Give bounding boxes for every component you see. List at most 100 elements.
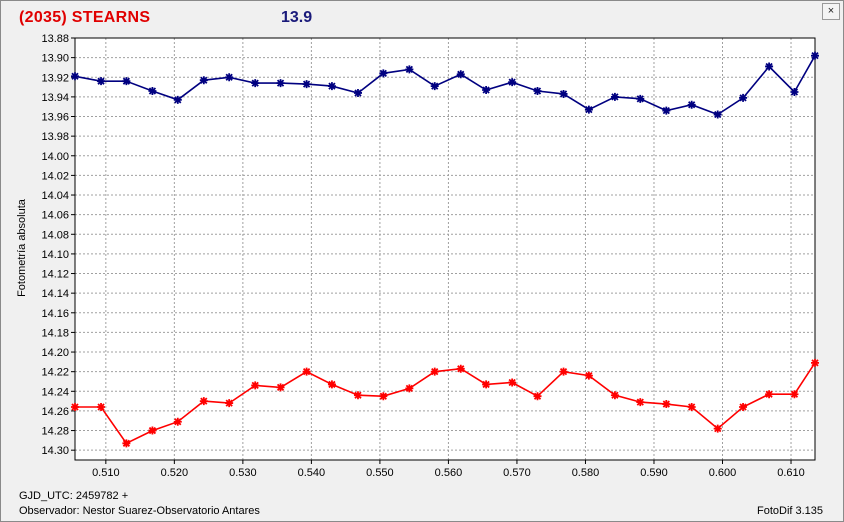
data-point bbox=[405, 384, 414, 393]
data-point bbox=[482, 86, 491, 95]
data-point bbox=[456, 70, 465, 79]
data-point bbox=[713, 110, 722, 119]
data-point bbox=[276, 79, 285, 88]
data-point bbox=[610, 391, 619, 400]
data-point bbox=[199, 397, 208, 406]
gjd-label: GJD_UTC: 2459782 + bbox=[19, 490, 129, 502]
data-point bbox=[811, 358, 819, 367]
data-point bbox=[148, 86, 157, 95]
data-point bbox=[379, 69, 388, 78]
data-point bbox=[430, 367, 439, 376]
data-point bbox=[327, 380, 336, 389]
y-tick-label: 14.18 bbox=[41, 327, 69, 339]
y-tick-label: 13.92 bbox=[41, 72, 69, 84]
data-point bbox=[559, 89, 568, 98]
series-line-2 bbox=[75, 362, 816, 445]
data-point bbox=[302, 80, 311, 89]
data-point bbox=[584, 371, 593, 380]
data-point bbox=[327, 82, 336, 91]
data-point bbox=[636, 94, 645, 103]
x-tick-label: 0.550 bbox=[366, 467, 394, 479]
data-point bbox=[173, 417, 182, 426]
data-point bbox=[276, 383, 285, 392]
series-line-1 bbox=[74, 55, 816, 116]
data-point bbox=[122, 439, 131, 448]
data-point bbox=[379, 392, 388, 401]
data-point bbox=[225, 73, 234, 82]
magnitude-value: 13.9 bbox=[281, 9, 313, 26]
data-point bbox=[713, 424, 722, 433]
plot-area bbox=[75, 38, 815, 460]
data-point bbox=[790, 87, 799, 96]
data-point bbox=[765, 390, 774, 399]
data-point bbox=[302, 367, 311, 376]
y-tick-label: 14.04 bbox=[41, 190, 69, 202]
y-tick-label: 13.98 bbox=[41, 131, 69, 143]
data-point bbox=[199, 76, 208, 85]
data-point bbox=[739, 403, 748, 412]
y-tick-label: 14.20 bbox=[41, 347, 69, 359]
data-point bbox=[559, 367, 568, 376]
data-point bbox=[430, 82, 439, 91]
data-point bbox=[97, 403, 106, 412]
y-tick-label: 14.30 bbox=[41, 445, 69, 457]
data-point bbox=[122, 77, 131, 86]
x-tick-label: 0.540 bbox=[298, 467, 326, 479]
object-title: (2035) STEARNS bbox=[19, 9, 151, 26]
y-tick-label: 14.16 bbox=[41, 308, 69, 320]
data-point bbox=[71, 72, 79, 81]
data-point bbox=[662, 400, 671, 409]
y-tick-label: 14.02 bbox=[41, 170, 69, 182]
data-point bbox=[405, 65, 414, 74]
y-tick-label: 13.88 bbox=[41, 33, 69, 45]
plot-border bbox=[74, 37, 816, 461]
data-point bbox=[71, 403, 79, 412]
y-tick-label: 14.06 bbox=[41, 210, 69, 222]
data-point bbox=[662, 106, 671, 115]
y-tick-label: 13.94 bbox=[41, 92, 69, 104]
version-label: FotoDif 3.135 bbox=[757, 505, 824, 517]
observer-label: Observador: Nestor Suarez-Observatorio A… bbox=[19, 505, 260, 517]
x-tick-label: 0.610 bbox=[777, 467, 805, 479]
data-point bbox=[456, 364, 465, 373]
x-tick-label: 0.600 bbox=[709, 467, 737, 479]
y-tick-label: 14.08 bbox=[41, 229, 69, 241]
y-tick-label: 14.10 bbox=[41, 249, 69, 261]
data-point bbox=[148, 426, 157, 435]
data-point bbox=[251, 381, 260, 390]
data-point bbox=[482, 380, 491, 389]
data-point bbox=[687, 100, 696, 109]
data-point bbox=[811, 51, 819, 60]
y-tick-label: 13.90 bbox=[41, 53, 69, 65]
data-point bbox=[610, 92, 619, 101]
data-point bbox=[584, 105, 593, 114]
x-tick-label: 0.590 bbox=[640, 467, 668, 479]
x-tick-label: 0.580 bbox=[572, 467, 600, 479]
y-tick-label: 14.14 bbox=[41, 288, 69, 300]
data-point bbox=[739, 93, 748, 102]
close-icon: × bbox=[827, 5, 835, 17]
close-button[interactable]: × bbox=[822, 3, 840, 20]
y-tick-label: 14.24 bbox=[41, 386, 69, 398]
x-tick-label: 0.520 bbox=[161, 467, 189, 479]
x-tick-label: 0.510 bbox=[92, 467, 120, 479]
data-point bbox=[97, 77, 106, 86]
y-tick-label: 13.96 bbox=[41, 112, 69, 124]
y-tick-label: 14.26 bbox=[41, 406, 69, 418]
x-tick-label: 0.560 bbox=[435, 467, 463, 479]
data-point bbox=[225, 399, 234, 408]
data-point bbox=[636, 398, 645, 407]
x-tick-label: 0.530 bbox=[229, 467, 257, 479]
data-point bbox=[533, 392, 542, 401]
data-point bbox=[790, 390, 799, 399]
x-tick-label: 0.570 bbox=[503, 467, 531, 479]
data-point bbox=[251, 79, 260, 88]
data-point bbox=[533, 86, 542, 95]
data-point bbox=[353, 88, 362, 97]
y-tick-label: 14.12 bbox=[41, 269, 69, 281]
y-tick-label: 14.22 bbox=[41, 367, 69, 379]
data-point bbox=[765, 62, 774, 71]
data-point bbox=[508, 378, 517, 387]
data-point bbox=[173, 95, 182, 104]
